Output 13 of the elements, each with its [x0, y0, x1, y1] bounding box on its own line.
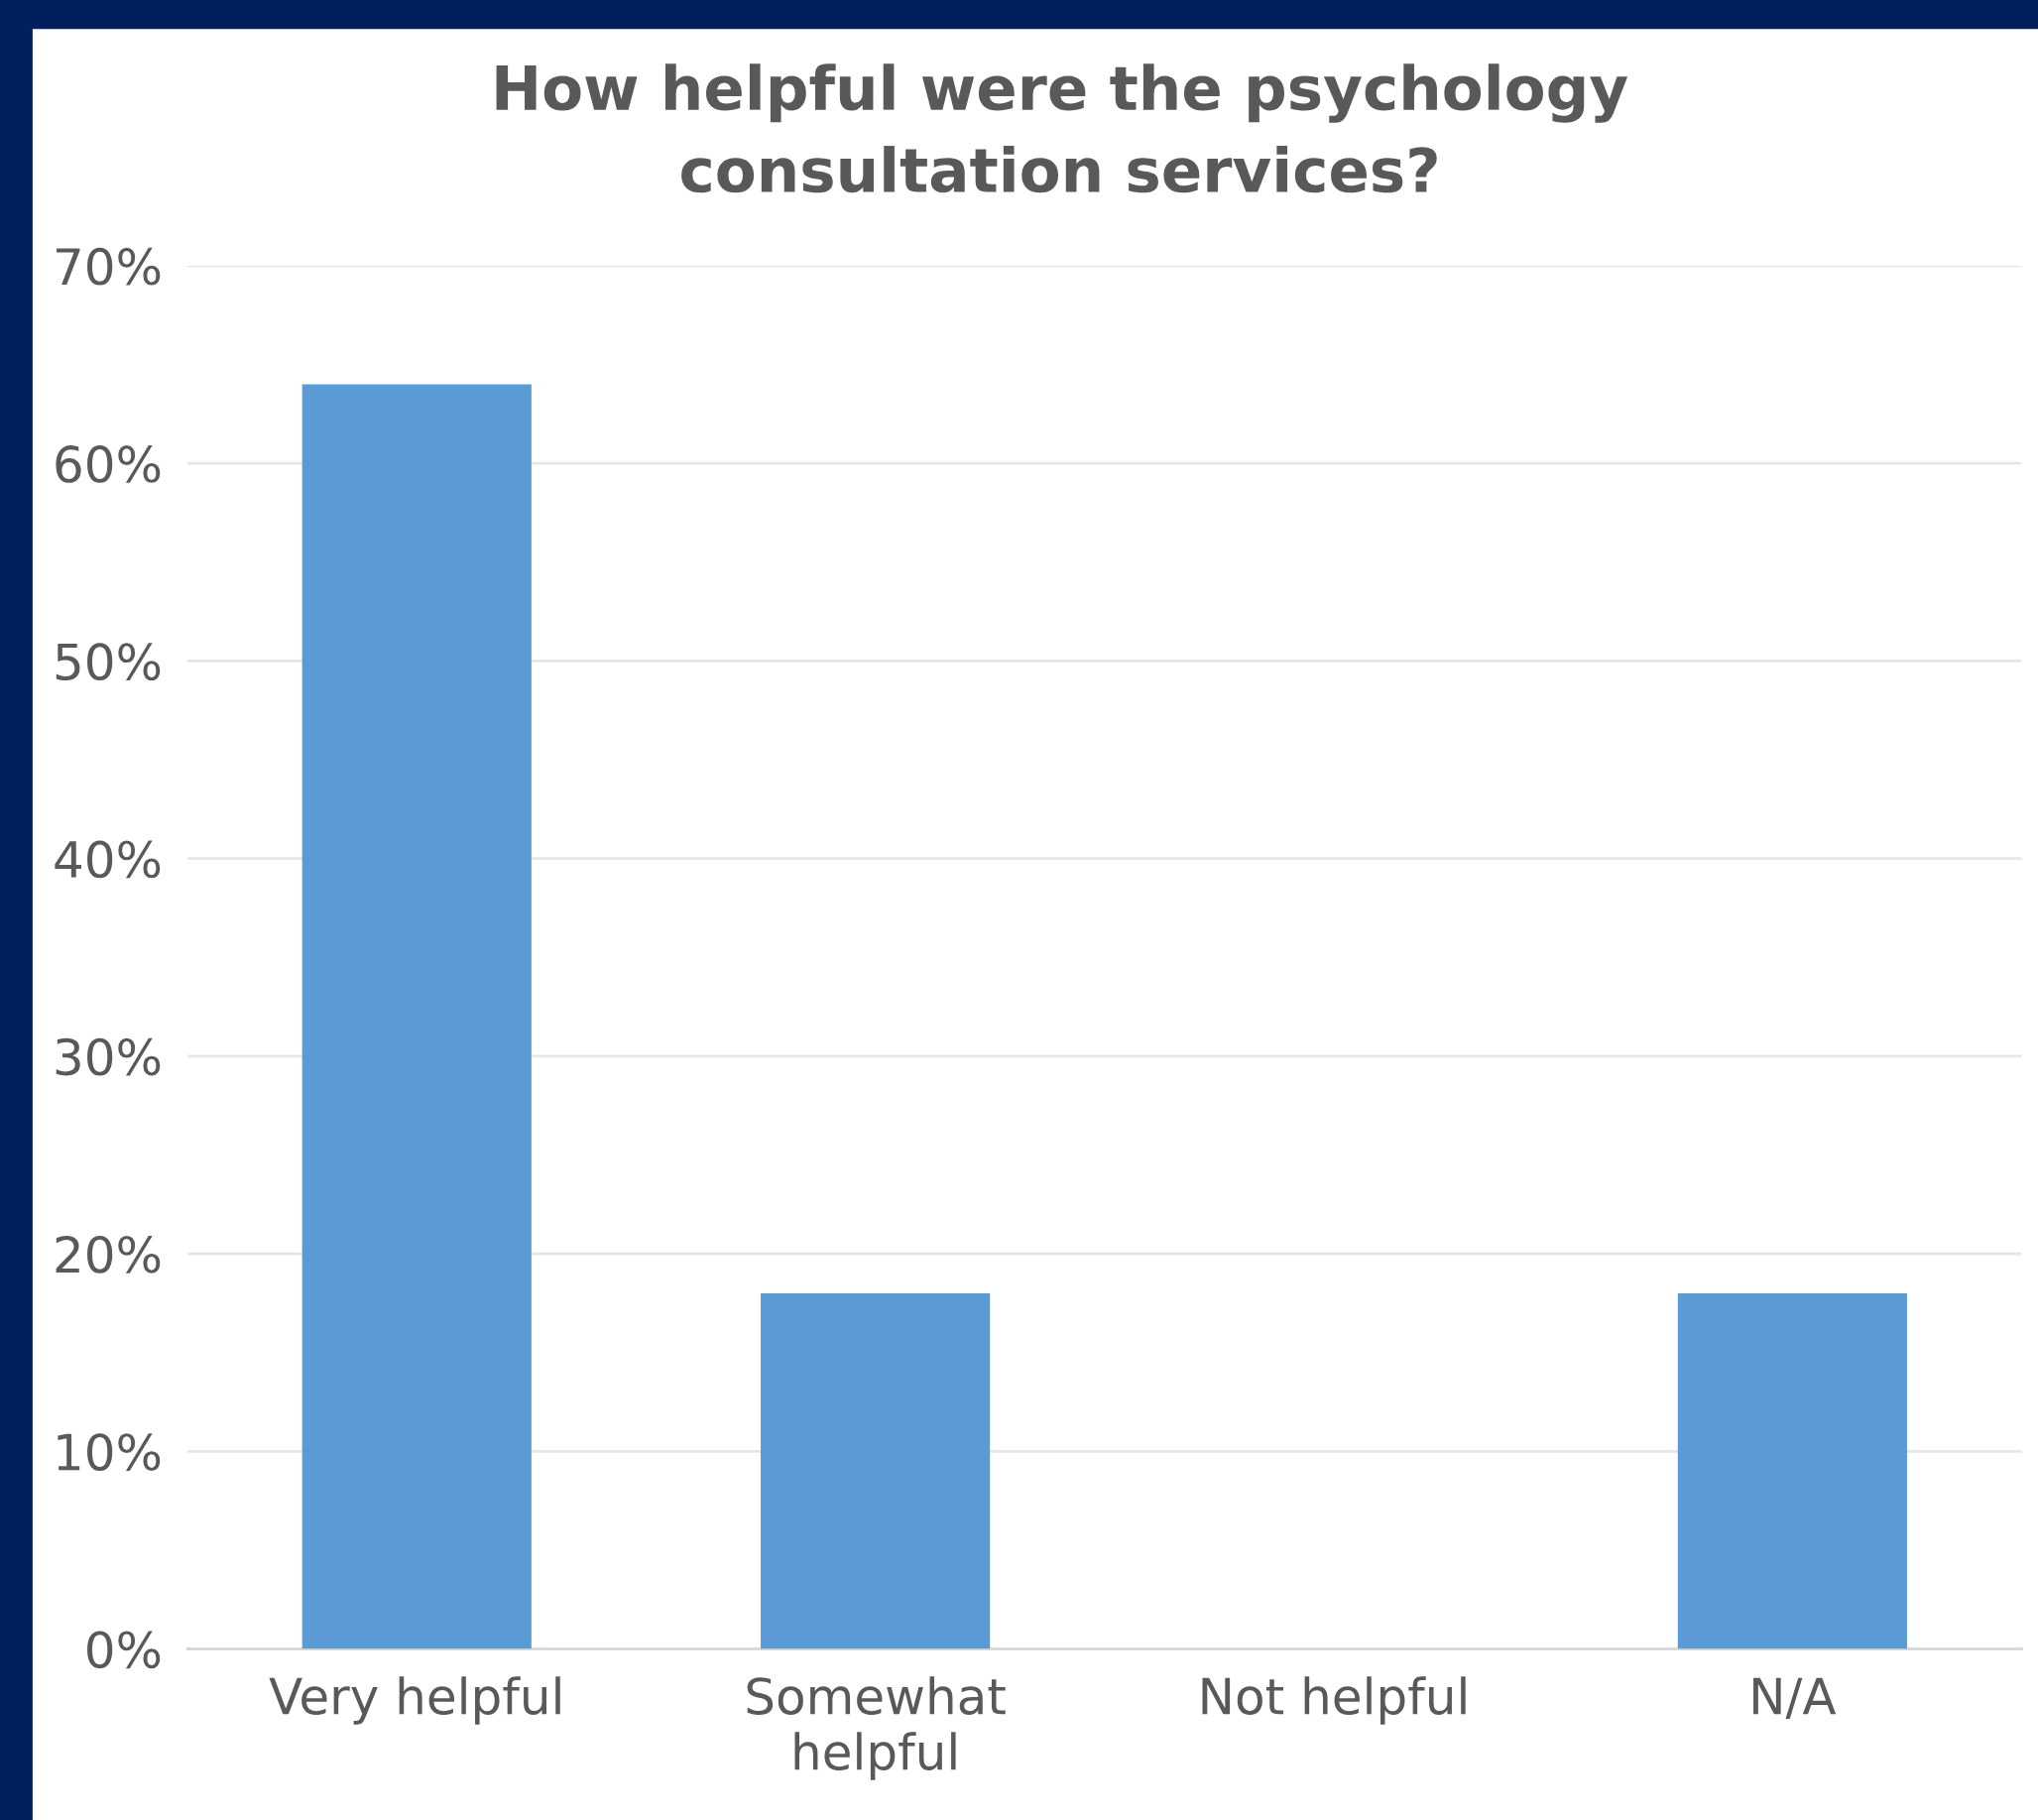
y-tick-label: 30%: [56, 1037, 161, 1076]
x-tick-label: Somewhat helpful: [747, 1676, 1006, 1780]
y-tick-label: 0%: [87, 1631, 161, 1669]
x-tick-label: Not helpful: [1202, 1676, 1466, 1725]
x-tick-label: N/A: [1753, 1677, 1837, 1719]
y-tick-label: 20%: [56, 1235, 161, 1274]
y-tick-label: 40%: [55, 840, 161, 879]
y-tick-label: 60%: [56, 445, 161, 483]
x-tick-label: Very helpful: [269, 1676, 560, 1725]
y-tick-label: 50%: [56, 643, 161, 681]
chart-title: How helpful were the psychology consultation services?: [496, 63, 1628, 193]
y-tick-label: 70%: [57, 247, 161, 286]
y-tick-label: 10%: [58, 1433, 161, 1471]
